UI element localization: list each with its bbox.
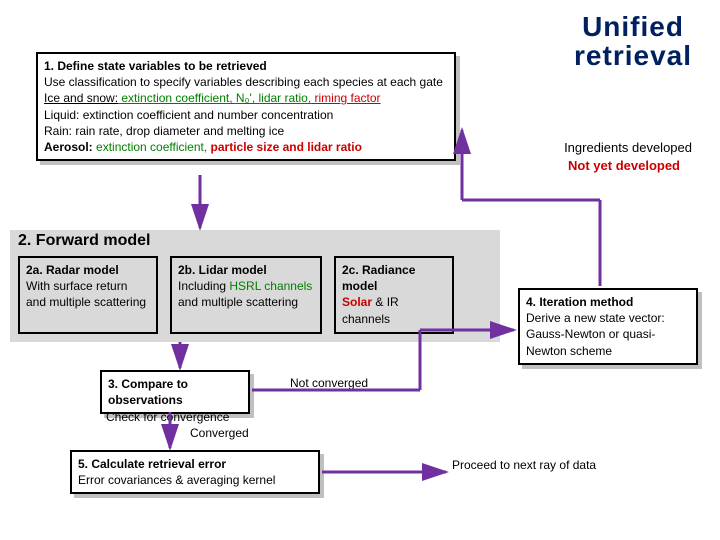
title-line2: retrieval — [574, 41, 692, 70]
box5-h: 5. Calculate retrieval error — [78, 457, 226, 471]
box-4-iteration: 4. Iteration method Derive a new state v… — [518, 288, 698, 365]
box2c-h: 2c. Radiance model — [342, 263, 415, 293]
converged-label: Converged — [190, 426, 249, 440]
box-2a-radar: 2a. Radar model With surface return and … — [18, 256, 158, 334]
page-title: Unified retrieval — [574, 12, 692, 71]
box3-sub: Check for convergence — [106, 410, 229, 424]
box2-header: 2. Forward model — [18, 232, 150, 250]
proceed-label: Proceed to next ray of data — [452, 458, 602, 472]
legend-developed: Ingredients developed — [564, 140, 692, 155]
box1-aerosol: Aerosol: extinction coefficient, particl… — [44, 139, 448, 155]
box2a-h: 2a. Radar model — [26, 263, 119, 277]
box-1-define-state: 1. Define state variables to be retrieve… — [36, 52, 456, 161]
box-2c-radiance: 2c. Radiance model Solar & IR channels — [334, 256, 454, 334]
box1-ice: Ice and snow: extinction coefficient, N₀… — [44, 90, 448, 106]
box2c-t: Solar & IR channels — [342, 294, 446, 326]
box1-use: Use classification to specify variables … — [44, 74, 448, 90]
box1-liquid: Liquid: extinction coefficient and numbe… — [44, 107, 448, 123]
box2b-h: 2b. Lidar model — [178, 263, 267, 277]
legend-not-yet: Not yet developed — [568, 158, 680, 173]
box2a-t: With surface return and multiple scatter… — [26, 278, 150, 310]
box-2b-lidar: 2b. Lidar model Including HSRL channels … — [170, 256, 322, 334]
box4-t: Derive a new state vector: Gauss-Newton … — [526, 310, 690, 359]
box-5-error: 5. Calculate retrieval error Error covar… — [70, 450, 320, 494]
box3-h: 3. Compare to observations — [108, 377, 188, 407]
box1-heading: 1. Define state variables to be retrieve… — [44, 58, 448, 74]
box5-t: Error covariances & averaging kernel — [78, 472, 312, 488]
box-3-compare: 3. Compare to observations — [100, 370, 250, 414]
box1-rain: Rain: rain rate, drop diameter and melti… — [44, 123, 448, 139]
not-converged-label: Not converged — [290, 376, 368, 390]
box4-h: 4. Iteration method — [526, 295, 633, 309]
title-line1: Unified — [574, 12, 692, 41]
box2b-t: Including HSRL channels and multiple sca… — [178, 278, 314, 310]
